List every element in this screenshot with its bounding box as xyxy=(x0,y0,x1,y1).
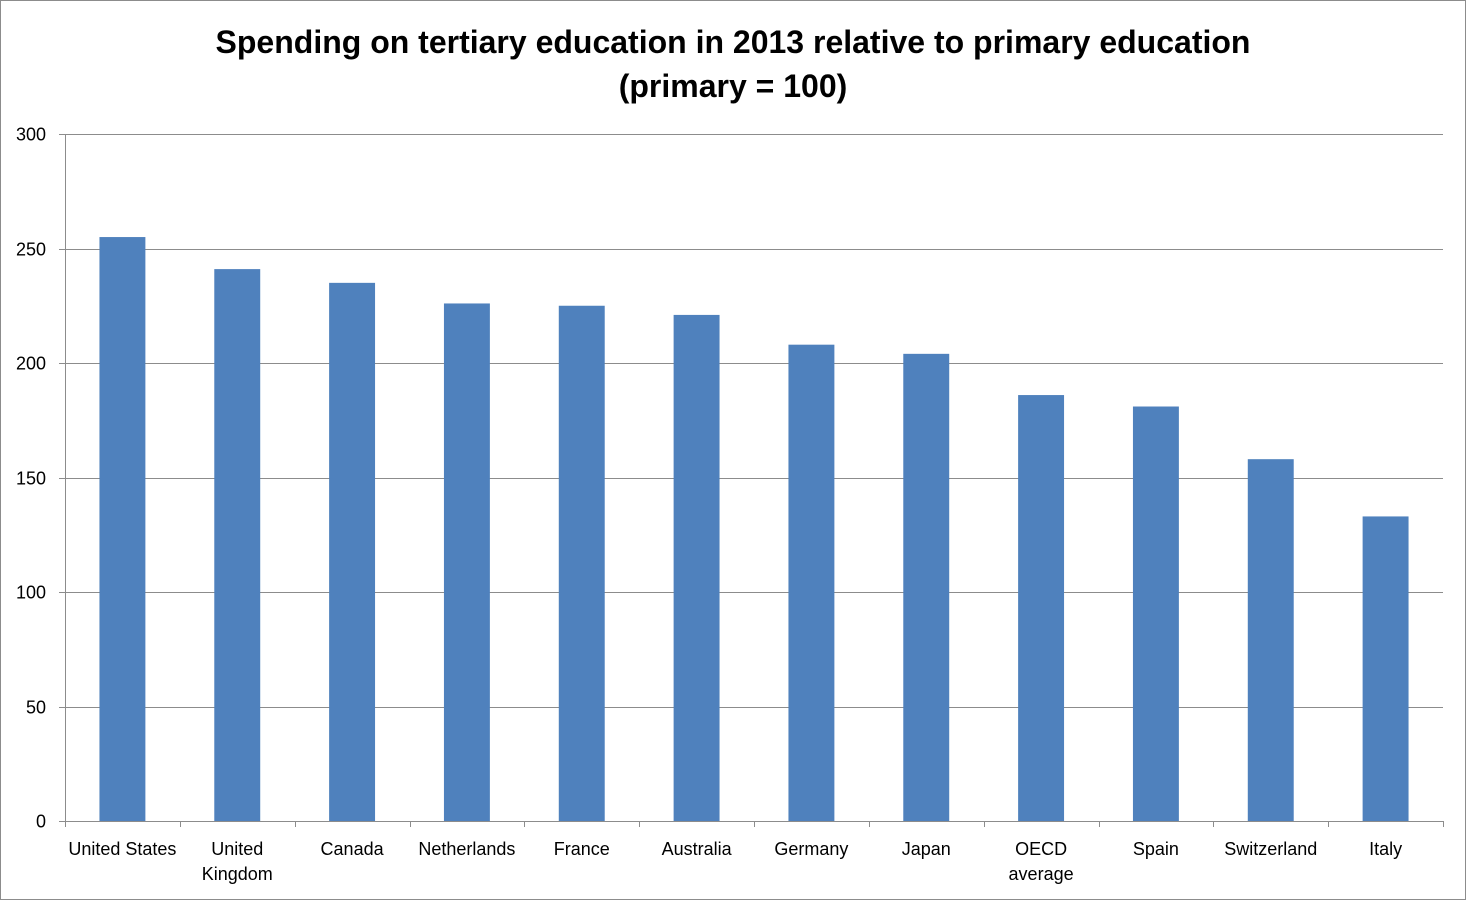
x-category-label: France xyxy=(554,839,610,859)
y-tick-label: 0 xyxy=(36,812,46,832)
axis-labels: 0 50 100 150 200 250 300 United States United Kin… xyxy=(16,125,1402,885)
x-category-label: United States xyxy=(68,839,176,859)
bar xyxy=(214,269,261,821)
x-category-label: average xyxy=(1009,864,1074,884)
gridlines xyxy=(65,134,1443,708)
x-category-label: Switzerland xyxy=(1224,839,1317,859)
chart-title-line-1: Spending on tertiary education in 2013 r… xyxy=(215,24,1251,60)
x-category-label: OECD xyxy=(1015,839,1067,859)
x-category-label: Kingdom xyxy=(202,864,273,884)
x-category-label: Italy xyxy=(1369,839,1402,859)
bar xyxy=(1362,516,1409,821)
bar xyxy=(1247,459,1294,821)
x-category-label: Australia xyxy=(662,839,733,859)
bar xyxy=(99,237,146,822)
x-category-label: Germany xyxy=(774,839,848,859)
x-category-label: Netherlands xyxy=(418,839,515,859)
x-category-label: United xyxy=(211,839,263,859)
y-tick-label: 100 xyxy=(16,583,46,603)
y-tick-label: 200 xyxy=(16,354,46,374)
y-tick-label: 150 xyxy=(16,469,46,489)
x-category-label: Spain xyxy=(1133,839,1179,859)
bar xyxy=(329,282,376,822)
y-tick-label: 300 xyxy=(16,125,46,145)
x-category-label: Canada xyxy=(321,839,385,859)
axes xyxy=(59,134,1444,827)
chart-title: Spending on tertiary education in 2013 r… xyxy=(0,20,1466,108)
chart-title-line-2: (primary = 100) xyxy=(618,68,848,104)
bar xyxy=(443,303,490,822)
y-tick-label: 50 xyxy=(26,698,46,718)
bar xyxy=(903,353,950,821)
bar xyxy=(558,305,605,821)
bar xyxy=(788,344,835,821)
y-tick-label: 250 xyxy=(16,240,46,260)
bar xyxy=(1132,406,1179,821)
bars xyxy=(99,237,1409,822)
bar xyxy=(1018,395,1065,821)
bar xyxy=(673,314,720,821)
x-category-label: Japan xyxy=(902,839,951,859)
